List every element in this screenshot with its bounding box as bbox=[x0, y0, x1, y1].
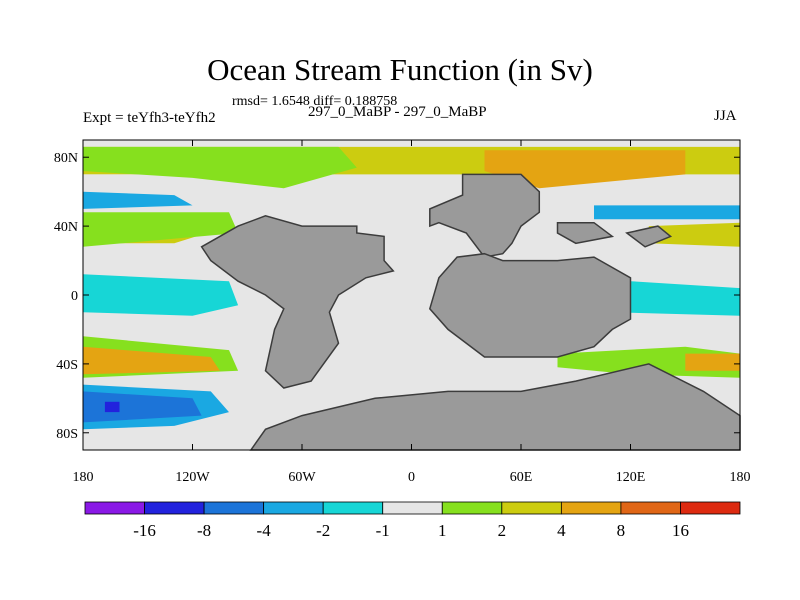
y-tick-label: 0 bbox=[71, 289, 78, 304]
field-s-pacific-core bbox=[104, 401, 120, 413]
colorbar: -16 -8 -4 -2 -1 1 2 4 8 16 bbox=[84, 501, 741, 540]
land-africa-eurasia bbox=[428, 252, 632, 358]
colorbar-swatch bbox=[144, 501, 205, 515]
field-se-orange bbox=[685, 353, 740, 371]
field-w-pacific-cyan bbox=[594, 205, 740, 220]
season-label: JJA bbox=[714, 108, 737, 124]
y-tick-label: 40N bbox=[54, 220, 78, 235]
colorbar-label: 1 bbox=[438, 521, 447, 540]
field-n-pacific-cyan bbox=[83, 191, 193, 209]
colorbar-label: 16 bbox=[672, 521, 689, 540]
field-equatorial-cyan bbox=[83, 274, 239, 316]
field-n-pacific-green2 bbox=[83, 212, 239, 247]
y-tick-label: 80S bbox=[56, 427, 78, 442]
land-asia-islands bbox=[556, 221, 615, 245]
experiment-label: Expt = teYfh3-teYfh2 bbox=[83, 110, 216, 126]
colorbar-swatch bbox=[263, 501, 324, 515]
field-eurasia-orange bbox=[484, 150, 686, 189]
x-tick-label: 0 bbox=[408, 470, 415, 485]
colorbar-swatch bbox=[620, 501, 681, 515]
land-greenland bbox=[429, 173, 541, 258]
x-tick-label: 180 bbox=[73, 470, 94, 485]
colorbar-label: 2 bbox=[498, 521, 507, 540]
x-tick-label: 120E bbox=[616, 470, 646, 485]
x-tick-label: 120W bbox=[175, 470, 210, 485]
colorbar-swatch bbox=[84, 501, 145, 515]
field-n-pacific-green bbox=[83, 146, 357, 189]
colorbar-label: -4 bbox=[257, 521, 272, 540]
chart-title: Ocean Stream Function (in Sv) bbox=[207, 52, 593, 87]
colorbar-swatch bbox=[203, 501, 265, 515]
colorbar-label: -16 bbox=[133, 521, 156, 540]
colorbar-label: -2 bbox=[316, 521, 330, 540]
colorbar-swatch bbox=[322, 501, 384, 515]
land-ne-blocks bbox=[625, 225, 673, 248]
colorbar-swatch bbox=[560, 501, 622, 515]
field-s-pacific-orange bbox=[83, 346, 220, 375]
land-americas bbox=[200, 215, 395, 389]
y-tick-label: 40S bbox=[56, 358, 78, 373]
colorbar-swatch bbox=[680, 501, 741, 515]
x-tick-label: 180 bbox=[730, 470, 751, 485]
colorbar-label: -8 bbox=[197, 521, 211, 540]
axes: 180 120W 60W 0 60E 120E 180 80N 40N 0 40S 80S bbox=[54, 139, 751, 485]
y-tick-label: 80N bbox=[54, 151, 78, 166]
colorbar-label: 8 bbox=[617, 521, 626, 540]
colorbar-label: 4 bbox=[557, 521, 566, 540]
plot-area bbox=[83, 140, 741, 451]
x-tick-label: 60W bbox=[288, 470, 316, 485]
colorbar-label: -1 bbox=[376, 521, 390, 540]
colorbar-swatch bbox=[441, 501, 503, 515]
center-label: 297_0_MaBP - 297_0_MaBP bbox=[308, 104, 487, 120]
stats-label: rmsd= 1.6548 diff= 0.188758 bbox=[232, 94, 398, 109]
colorbar-swatch bbox=[501, 501, 562, 515]
colorbar-swatch bbox=[382, 501, 443, 515]
field-s-pacific-blue bbox=[83, 391, 202, 423]
x-tick-label: 60E bbox=[510, 470, 533, 485]
field-w-pacific-yellow bbox=[648, 222, 740, 247]
